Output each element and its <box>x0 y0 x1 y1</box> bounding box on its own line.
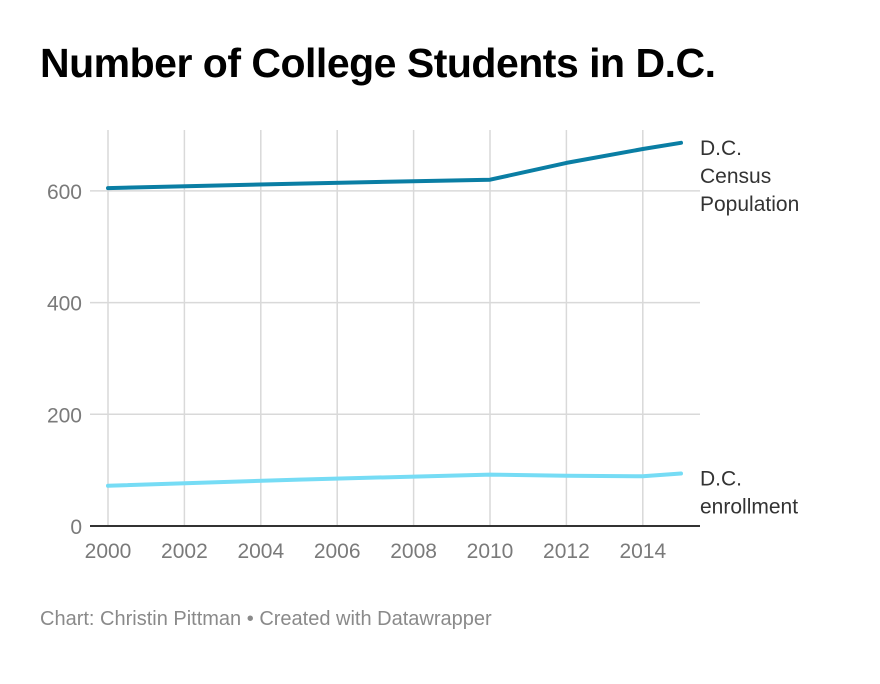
x-tick-label: 2006 <box>314 540 361 563</box>
series-label-line: Population <box>700 193 799 216</box>
series-line <box>106 140 683 191</box>
axis-layer: 2000 2002 2004 2006 2008 2010 2012 2014 0 200 400 6… <box>47 181 700 563</box>
line-chart: 2000 2002 2004 2006 2008 2010 2012 2014 0 200 400 6… <box>47 130 799 563</box>
x-tick-label: 2014 <box>619 540 666 563</box>
series-line <box>106 471 683 488</box>
series-label-line: D.C. <box>700 137 742 160</box>
x-tick-label: 2004 <box>237 540 284 563</box>
x-tick-label: 2012 <box>543 540 590 563</box>
x-tick-label: 2000 <box>85 540 132 563</box>
label-layer: D.C. Census Population D.C. enrollment <box>700 137 799 519</box>
y-tick-label: 400 <box>47 293 82 316</box>
series-label-line: D.C. <box>700 467 742 490</box>
x-tick-label: 2010 <box>467 540 514 563</box>
footer-credit: Chart: Christin Pittman <box>40 608 242 630</box>
chart-footer: Chart: Christin Pittman • Created with D… <box>40 608 492 631</box>
chart-title: Number of College Students in D.C. <box>40 40 716 86</box>
series-layer <box>106 140 683 488</box>
x-tick-label: 2008 <box>390 540 437 563</box>
footer-separator: • <box>246 608 254 630</box>
series-label-line: enrollment <box>700 495 798 518</box>
x-tick-label: 2002 <box>161 540 208 563</box>
y-tick-label: 0 <box>70 516 82 539</box>
footer-tool: Created with Datawrapper <box>259 608 492 630</box>
y-tick-label: 600 <box>47 181 82 204</box>
grid-layer <box>90 130 700 526</box>
y-tick-label: 200 <box>47 404 82 427</box>
series-label-line: Census <box>700 165 771 188</box>
